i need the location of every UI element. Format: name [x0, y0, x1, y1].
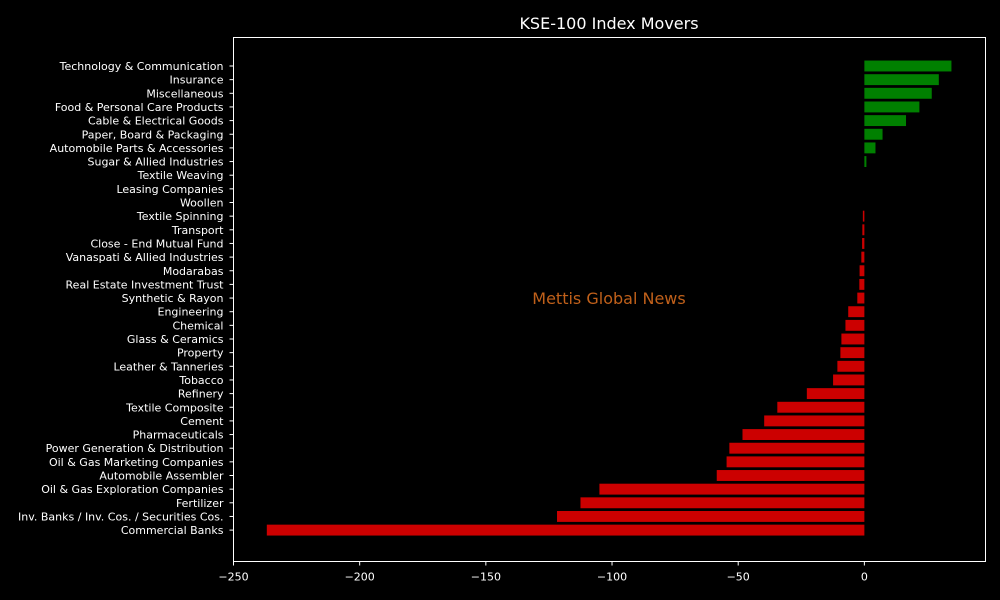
- category-label: Textile Spinning: [136, 210, 224, 223]
- bar: [837, 360, 865, 372]
- category-label: Cable & Electrical Goods: [88, 115, 224, 128]
- bar: [859, 265, 865, 277]
- category-label: Leasing Companies: [116, 183, 223, 196]
- category-label: Technology & Communication: [59, 60, 224, 73]
- category-label: Power Generation & Distribution: [46, 442, 224, 455]
- category-label: Automobile Parts & Accessories: [50, 142, 224, 155]
- category-label: Real Estate Investment Trust: [66, 278, 225, 291]
- category-label: Chemical: [172, 319, 223, 332]
- bar: [716, 470, 865, 481]
- bar: [864, 60, 952, 72]
- category-label: Synthetic & Rayon: [122, 292, 224, 305]
- category-label: Food & Personal Care Products: [55, 101, 224, 114]
- x-axis-ticks: −250 −200 −150 −100 −50 0: [218, 561, 868, 584]
- watermark-text: Mettis Global News: [532, 289, 685, 308]
- category-label: Inv. Banks / Inv. Cos. / Securities Cos.: [18, 510, 223, 523]
- bar: [840, 347, 865, 359]
- category-label: Commercial Banks: [121, 524, 224, 537]
- bar: [848, 306, 865, 318]
- category-label: Fertilizer: [176, 497, 224, 510]
- category-label: Cement: [180, 415, 224, 428]
- bar: [599, 483, 865, 495]
- category-label: Automobile Assembler: [99, 470, 224, 483]
- bars-group: [266, 60, 952, 536]
- bar: [742, 429, 865, 440]
- bar: [764, 415, 865, 427]
- category-label: Tobacco: [178, 374, 223, 387]
- category-label: Close - End Mutual Fund: [90, 237, 223, 250]
- category-label: Refinery: [178, 388, 224, 401]
- category-label: Property: [177, 347, 224, 360]
- bar: [806, 388, 865, 400]
- category-label: Textile Weaving: [137, 169, 224, 182]
- category-label: Leather & Tanneries: [113, 360, 223, 373]
- bar: [845, 319, 865, 331]
- bar: [861, 251, 865, 263]
- category-label: Miscellaneous: [146, 87, 223, 100]
- category-label: Textile Composite: [125, 401, 224, 414]
- x-tick-label: −50: [727, 571, 750, 584]
- bar: [557, 511, 865, 522]
- bar: [864, 74, 939, 86]
- bar: [580, 497, 865, 509]
- bar: [864, 128, 883, 140]
- bar: [864, 101, 920, 113]
- bar: [859, 278, 865, 290]
- category-label: Oil & Gas Exploration Companies: [41, 483, 224, 496]
- bar: [833, 374, 865, 386]
- category-labels: Technology & CommunicationInsuranceMisce…: [18, 60, 234, 537]
- category-label: Engineering: [158, 306, 224, 319]
- bar: [864, 115, 907, 127]
- bar: [864, 156, 867, 167]
- x-tick-label: −200: [345, 571, 375, 584]
- bar: [777, 401, 865, 413]
- bar: [857, 292, 865, 304]
- bar: [862, 224, 865, 236]
- bar: [862, 238, 865, 249]
- plot-area-frame: [233, 37, 986, 562]
- category-label: Oil & Gas Marketing Companies: [49, 456, 224, 469]
- category-label: Transport: [171, 224, 224, 237]
- x-tick-label: 0: [861, 571, 868, 584]
- category-label: Insurance: [170, 74, 224, 87]
- x-tick-label: −250: [218, 571, 248, 584]
- bar: [862, 210, 865, 222]
- bar: [864, 142, 876, 154]
- category-label: Modarabas: [163, 265, 224, 278]
- category-label: Glass & Ceramics: [127, 333, 224, 346]
- x-tick-label: −150: [471, 571, 501, 584]
- category-label: Paper, Board & Packaging: [82, 128, 224, 141]
- x-tick-label: −100: [597, 571, 627, 584]
- chart-title: KSE-100 Index Movers: [519, 14, 698, 33]
- bar: [841, 333, 865, 345]
- bar: [864, 87, 932, 99]
- bar: [729, 442, 865, 454]
- category-label: Woollen: [180, 197, 224, 210]
- category-label: Pharmaceuticals: [133, 429, 224, 442]
- category-label: Sugar & Allied Industries: [87, 156, 223, 169]
- bar: [266, 524, 865, 536]
- category-label: Vanaspati & Allied Industries: [66, 251, 224, 264]
- bar: [726, 456, 865, 468]
